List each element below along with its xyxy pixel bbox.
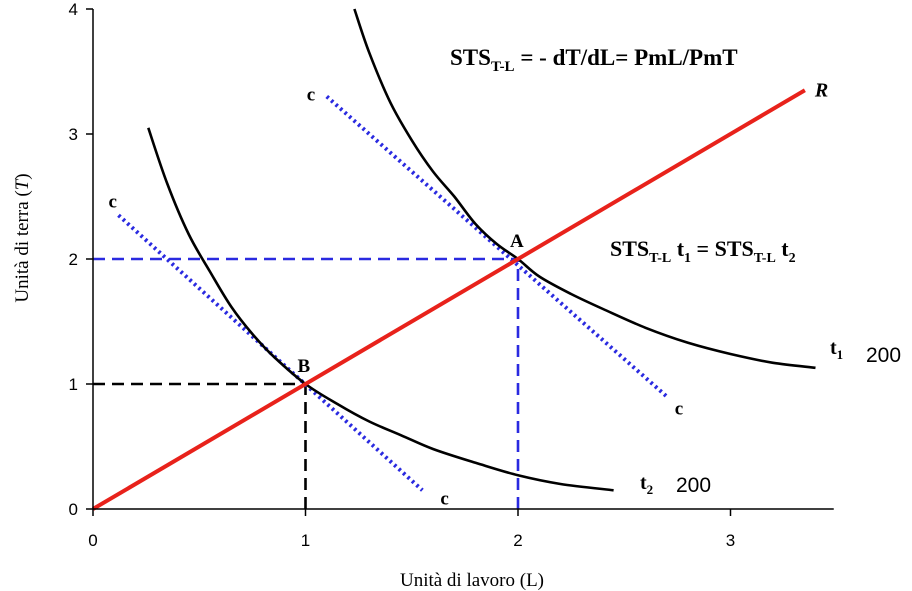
point-label-B: B <box>298 356 311 377</box>
series-layer <box>91 8 816 511</box>
x-axis-title: Unità di lavoro (L) <box>400 570 544 591</box>
isoquant-value-t1: 200 <box>866 344 901 367</box>
x-tick-label-2: 2 <box>513 531 522 550</box>
y-tick-label-3: 3 <box>69 125 78 144</box>
formula1-sub: T-L <box>491 59 515 75</box>
formula2-s1: T-L <box>649 251 671 266</box>
tick-labels: 0 1 2 3 0 1 2 3 4 <box>69 0 736 550</box>
tangent-label-cA-start: c <box>307 85 315 106</box>
x-tick-label-3: 3 <box>726 531 735 550</box>
formula1-post: = - dT/dL= PmL/PmT <box>515 45 738 70</box>
axes <box>86 8 834 516</box>
ray-label-R: R <box>814 79 828 101</box>
isoquant-label-t1: t1 <box>830 337 843 362</box>
y-tick-label-2: 2 <box>69 250 78 269</box>
formula-sts-definition: STST-L = - dT/dL= PmL/PmT <box>450 45 738 75</box>
isoquant-t2 <box>147 127 614 492</box>
formula2-p1: STS <box>610 236 649 261</box>
y-tick-label-0: 0 <box>69 500 78 519</box>
formula1-pre: STS <box>450 45 491 70</box>
isoquant-value-t2: 200 <box>676 474 711 497</box>
tangent-label-cB-start: c <box>109 191 117 212</box>
formula2-p2: t <box>671 236 685 261</box>
formula2-s2: 1 <box>684 251 691 266</box>
formula-sts-equality: STST-L t1 = STST-L t2 <box>610 236 796 266</box>
isoquant-label-t2: t2 <box>640 472 653 497</box>
y-axis-title-var: T <box>12 178 33 190</box>
y-tick-label-1: 1 <box>69 375 78 394</box>
y-axis-title-close: ) <box>12 173 33 179</box>
point-label-A: A <box>510 231 524 252</box>
ray-line-R <box>91 88 806 511</box>
y-axis-title-main: Unità di terra ( <box>12 190 33 302</box>
formula2-p3: = STS <box>691 236 754 261</box>
x-tick-label-1: 1 <box>301 531 310 550</box>
formula2-s4: 2 <box>789 251 796 266</box>
tangent-label-cA-end: c <box>675 399 683 420</box>
formula2-p4: t <box>776 236 790 261</box>
x-tick-label-0: 0 <box>88 531 97 550</box>
y-axis-title: Unità di terra (T) <box>12 173 33 302</box>
tangent-label-cB-end: c <box>440 488 448 509</box>
y-tick-label-4: 4 <box>69 0 78 19</box>
reference-lines <box>93 257 520 509</box>
formula2-s3: T-L <box>754 251 776 266</box>
